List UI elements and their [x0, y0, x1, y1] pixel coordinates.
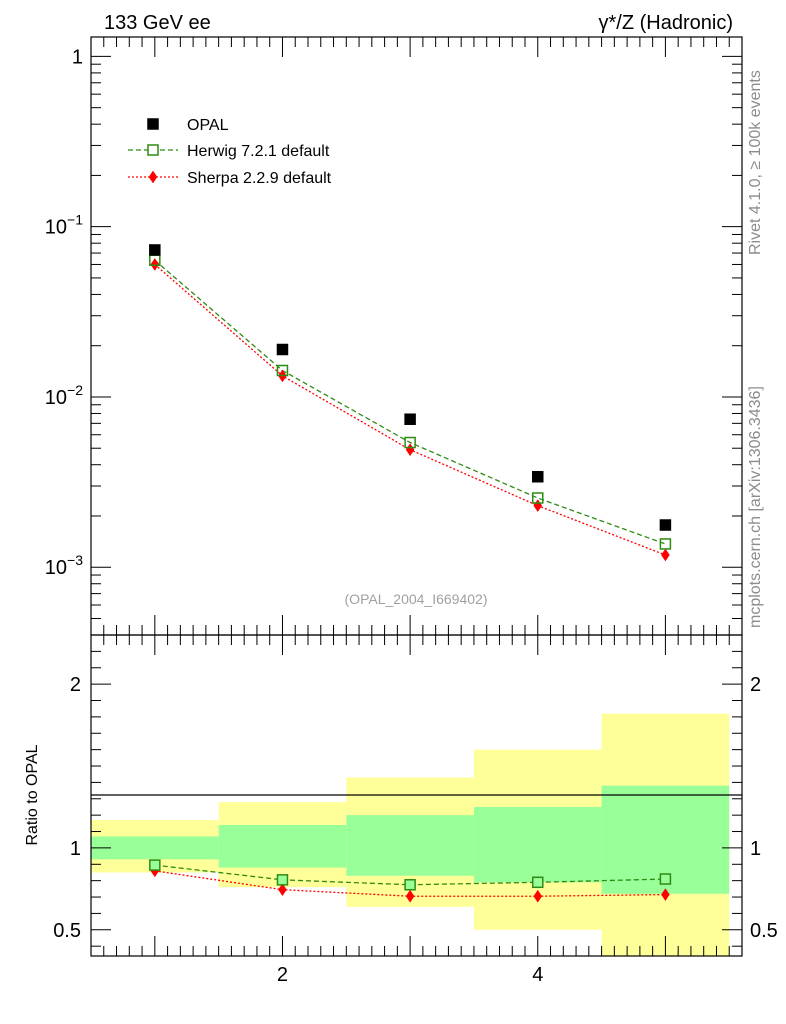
opal-point: [532, 470, 544, 483]
ratio-band-inner: [218, 824, 347, 868]
ratio-herwig-point: [404, 879, 416, 891]
x-tick-label: 2: [277, 964, 288, 986]
ratio-sherpa-point: [533, 889, 543, 903]
ratio-frame: [90, 634, 743, 957]
legend-label: Herwig 7.2.1 default: [187, 143, 330, 160]
ratio-band-inner: [473, 806, 602, 883]
ratio-ticks: [90, 635, 742, 956]
sherpa-point: [661, 548, 670, 562]
ratio-band-inner: [91, 836, 219, 860]
herwig-point: [404, 436, 416, 449]
ratio-y-tick-label-right: 1: [750, 838, 761, 860]
main-y-tick-label: 10−3: [45, 552, 83, 579]
main-y-tick-label: 1: [72, 46, 83, 68]
analysis-id: (OPAL_2004_I669402): [345, 591, 488, 607]
legend-sherpa-marker: [148, 170, 158, 184]
main-y-tick-labels: 1 10−1 10−2 10−3: [45, 46, 83, 579]
legend-opal-marker: [147, 118, 159, 130]
ratio-y-tick-label-left: 2: [70, 674, 81, 696]
mcplots-label: mcplots.cern.ch [arXiv:1306.3436]: [747, 386, 764, 628]
ratio-herwig-point: [276, 874, 289, 886]
ratio-band-inner: [346, 815, 474, 876]
legend-label: Sherpa 2.2.9 default: [187, 170, 332, 187]
opal-point: [276, 343, 289, 356]
main-ticks: [90, 37, 742, 636]
ratio-sherpa-point: [405, 889, 415, 903]
legend-label: OPAL: [187, 117, 229, 134]
ratio-y-tick-label-right: 0.5: [750, 920, 778, 942]
right-title: γ*/Z (Hadronic): [599, 12, 733, 34]
ratio-sherpa-point: [278, 883, 287, 897]
ratio-herwig-point: [532, 876, 544, 889]
ratio-herwig-point: [659, 873, 672, 885]
opal-point: [149, 244, 161, 256]
opal-point: [404, 413, 416, 425]
left-title: 133 GeV ee: [104, 12, 211, 34]
opal-point: [659, 519, 672, 531]
legend-herwig-marker: [147, 144, 159, 156]
ratio-y-tick-label-left: 1: [70, 838, 81, 860]
ratio-sherpa-point: [661, 888, 670, 902]
herwig-point: [532, 492, 544, 504]
ratio-y-axis-label: Ratio to OPAL: [24, 744, 41, 845]
main-y-tick-label: 10−2: [45, 382, 83, 409]
ratio-y-tick-labels: 0.5 0.5 1 1 2 2: [53, 674, 778, 942]
sherpa-point: [150, 258, 160, 271]
ratio-series: [149, 859, 672, 903]
ratio-herwig-point: [149, 859, 161, 871]
herwig-line: [154, 259, 666, 545]
rivet-label: Rivet 4.1.0, ≥ 100k events: [747, 70, 764, 255]
x-tick-label: 4: [532, 964, 543, 986]
main-y-tick-label: 10−1: [45, 212, 83, 239]
ratio-y-tick-label-left: 0.5: [53, 920, 81, 942]
legend: OPAL Herwig 7.2.1 default Sherpa 2.2.9 def…: [128, 117, 332, 187]
herwig-point: [659, 538, 672, 550]
ratio-y-tick-label-right: 2: [750, 674, 761, 696]
main-series: [149, 244, 672, 562]
herwig-point: [276, 364, 289, 377]
